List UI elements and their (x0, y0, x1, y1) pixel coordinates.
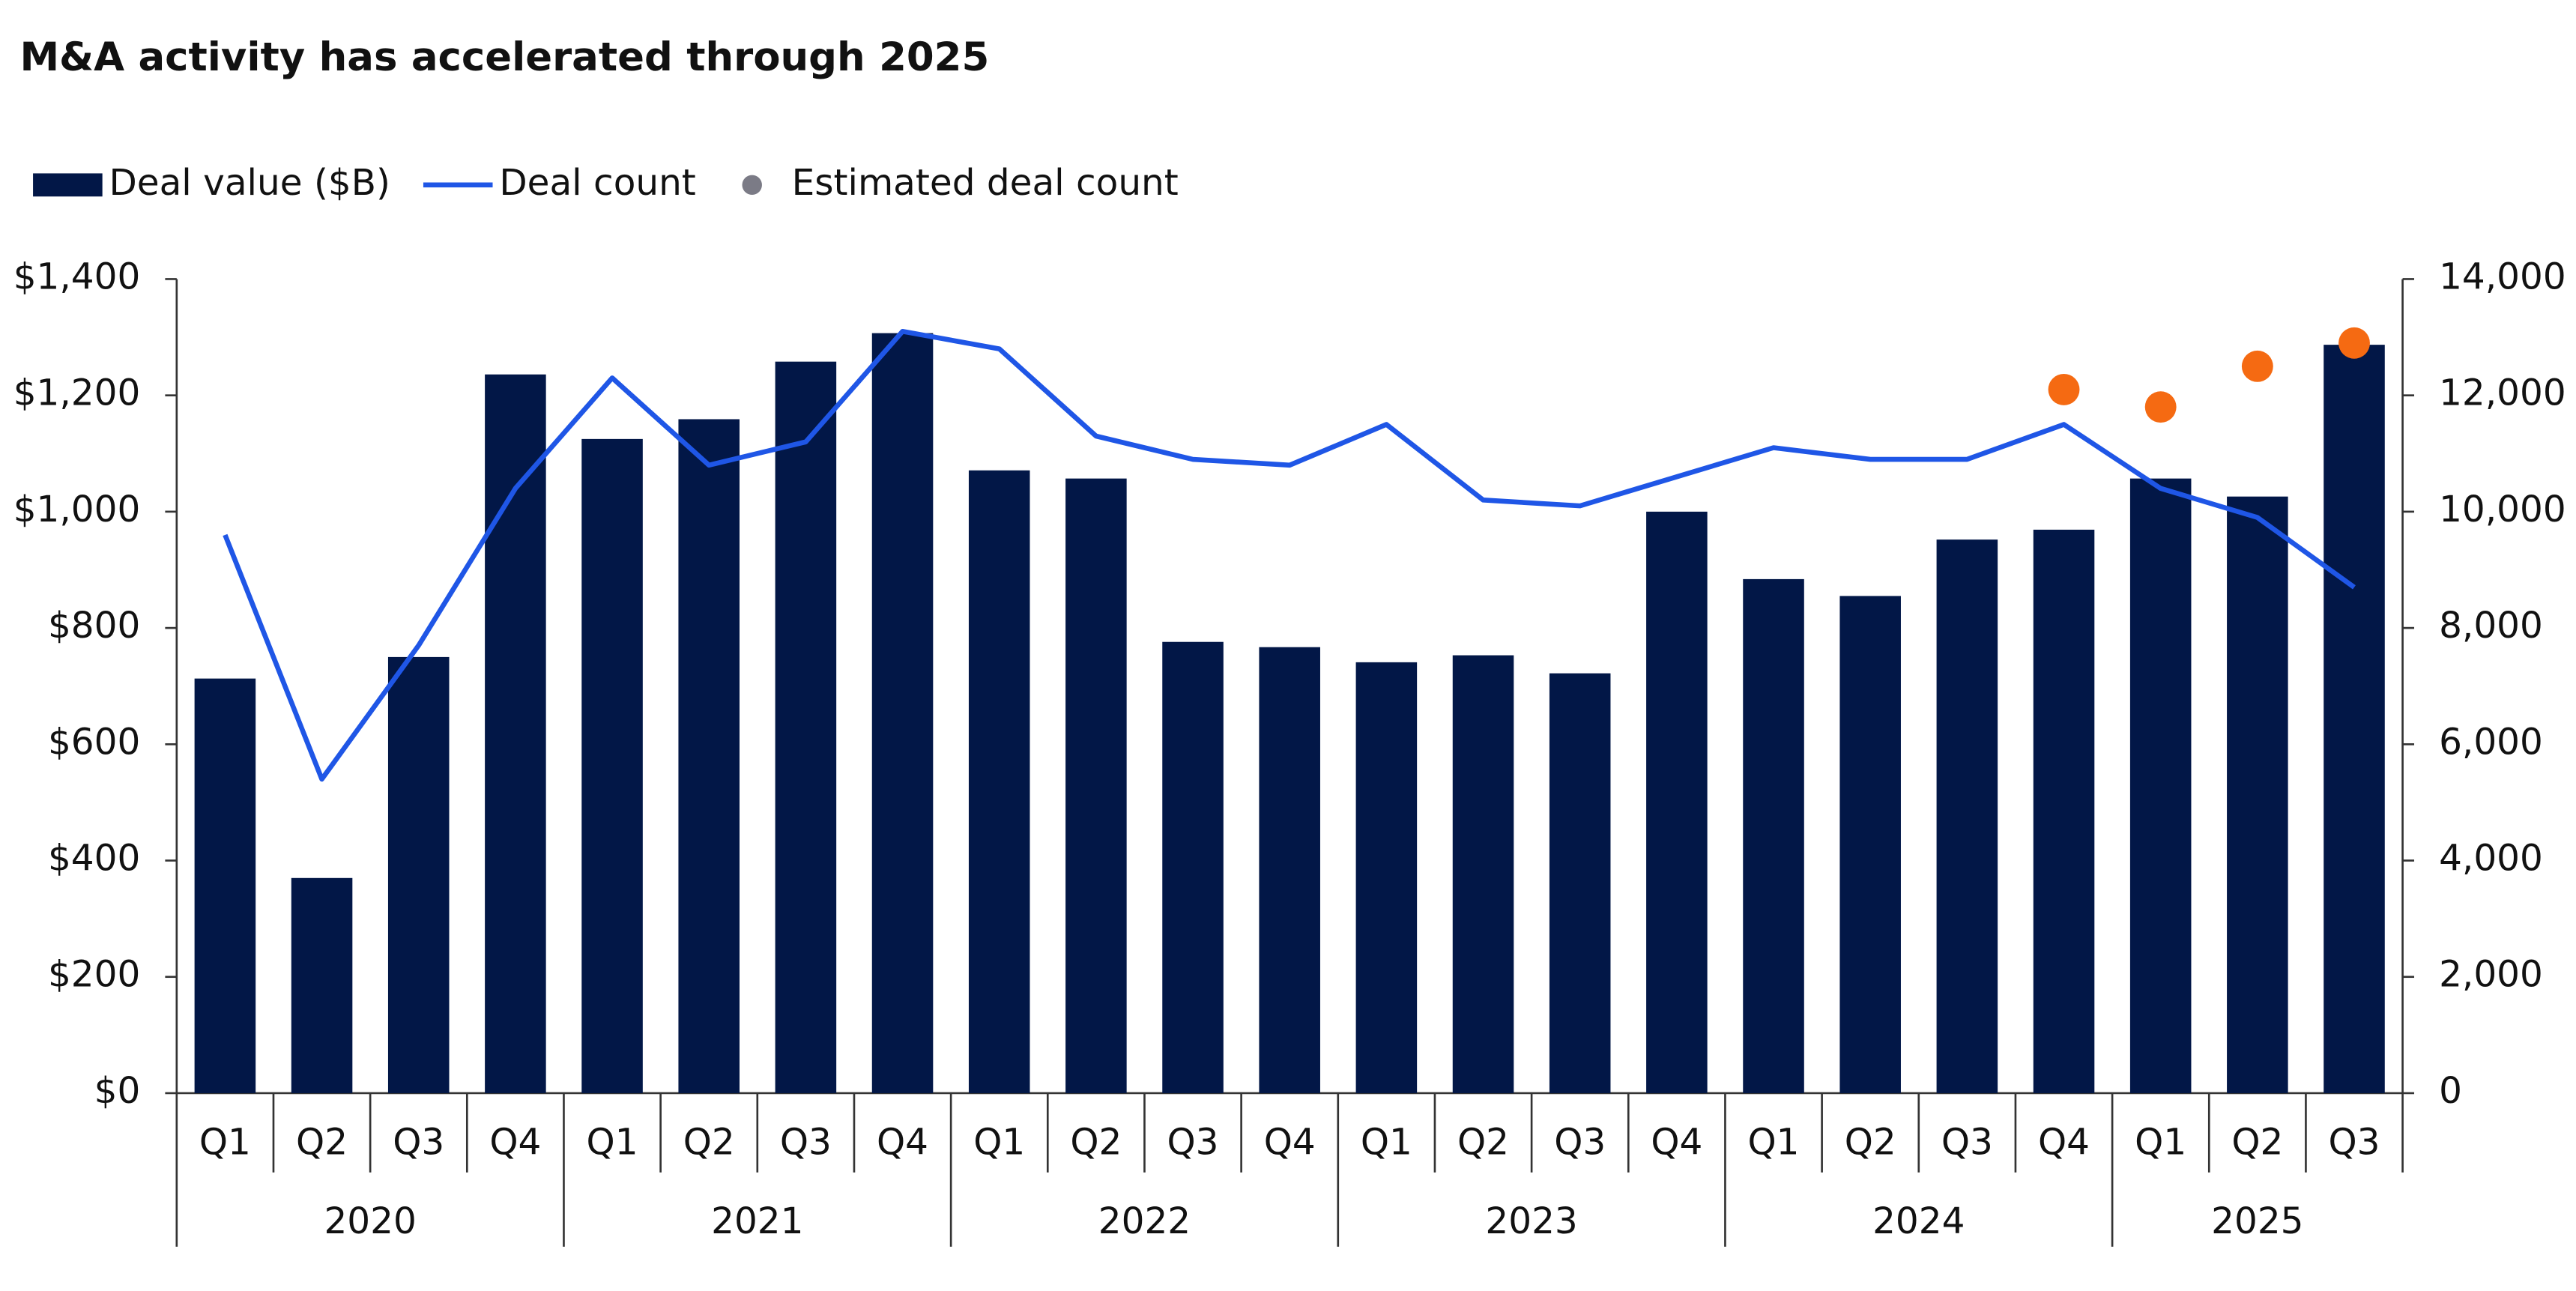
dot (2338, 327, 2370, 359)
bar (968, 470, 1030, 1093)
y2-tick-label: 14,000 (2439, 256, 2566, 297)
x-tick-label: Q2 (1070, 1121, 1122, 1163)
y-tick-label: $400 (48, 838, 140, 880)
bar (2129, 478, 2192, 1093)
legend-label: Deal count (499, 162, 695, 204)
x-tick-label: Q2 (296, 1121, 348, 1163)
x-tick-label: Q1 (1361, 1121, 1412, 1163)
x-tick-label: Q4 (489, 1121, 541, 1163)
bar (581, 438, 643, 1093)
bar (291, 877, 353, 1093)
x-tick-label: Q3 (1554, 1121, 1606, 1163)
bar (1355, 662, 1418, 1093)
bar (2227, 496, 2288, 1093)
bar (871, 333, 934, 1093)
y-tick-label: $1,200 (13, 372, 141, 414)
x-tick-label: Q2 (1457, 1121, 1509, 1163)
y-tick-label: $1,000 (13, 489, 141, 530)
bar (2033, 529, 2095, 1093)
y-tick-label: $800 (48, 605, 140, 647)
dot (2144, 391, 2177, 423)
bar (775, 361, 837, 1093)
x-tick-label: Q3 (393, 1121, 444, 1163)
y-tick-label: $600 (48, 721, 140, 763)
bar (1162, 641, 1224, 1093)
y2-tick-label: 8,000 (2439, 605, 2543, 647)
y2-tick-label: 2,000 (2439, 954, 2543, 996)
y-tick-label: $200 (48, 954, 140, 996)
x-tick-label: Q3 (1941, 1121, 1993, 1163)
y-tick-label: $1,400 (13, 256, 141, 297)
y2-tick-label: 10,000 (2439, 489, 2566, 530)
group-label: 2021 (711, 1200, 803, 1242)
group-label: 2020 (324, 1200, 416, 1242)
legend-label: Estimated deal count (792, 162, 1179, 204)
bar (1259, 647, 1320, 1093)
group-label: 2025 (2211, 1200, 2303, 1242)
x-tick-label: Q3 (780, 1121, 832, 1163)
bar (1549, 673, 1611, 1093)
x-tick-label: Q1 (2135, 1121, 2186, 1163)
bar (1065, 478, 1127, 1093)
x-tick-label: Q4 (1264, 1121, 1316, 1163)
legend-swatch (33, 173, 103, 197)
bar (1936, 539, 1998, 1093)
group-label: 2022 (1098, 1200, 1191, 1242)
x-tick-label: Q1 (587, 1121, 638, 1163)
bar (387, 656, 450, 1093)
x-tick-label: Q3 (2329, 1121, 2380, 1163)
bar (1839, 596, 1901, 1093)
group-label: 2024 (1872, 1200, 1965, 1242)
legend-label: Deal value ($B) (109, 162, 390, 204)
x-tick-label: Q2 (683, 1121, 735, 1163)
bar (194, 678, 256, 1093)
bar (678, 419, 740, 1093)
y-tick-label: $0 (94, 1070, 141, 1112)
dot (2048, 373, 2080, 405)
x-tick-label: Q4 (877, 1121, 928, 1163)
group-label: 2023 (1485, 1200, 1577, 1242)
chart-title: M&A activity has accelerated through 202… (19, 34, 989, 80)
y2-tick-label: 6,000 (2439, 721, 2543, 763)
legend-swatch (742, 175, 762, 196)
y2-tick-label: 0 (2439, 1070, 2462, 1112)
dot (2241, 350, 2273, 382)
bar (1743, 578, 1804, 1093)
bar (2323, 345, 2385, 1093)
x-tick-label: Q1 (199, 1121, 251, 1163)
bar (485, 374, 546, 1093)
y2-tick-label: 12,000 (2439, 372, 2566, 414)
x-tick-label: Q1 (1748, 1121, 1800, 1163)
x-tick-label: Q3 (1167, 1121, 1219, 1163)
x-tick-label: Q2 (1845, 1121, 1896, 1163)
x-tick-label: Q4 (2038, 1121, 2090, 1163)
x-tick-label: Q2 (2231, 1121, 2283, 1163)
line (223, 328, 2356, 782)
y2-tick-label: 4,000 (2439, 838, 2543, 880)
x-tick-label: Q1 (973, 1121, 1025, 1163)
x-tick-label: Q4 (1651, 1121, 1702, 1163)
bar (1646, 511, 1708, 1093)
bar (1452, 655, 1514, 1093)
